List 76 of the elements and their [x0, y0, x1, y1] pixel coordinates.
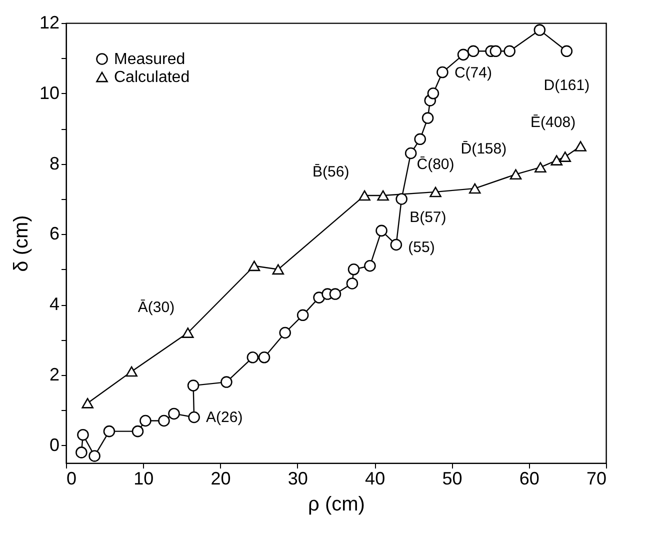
annotation: C(74): [454, 64, 492, 82]
point: [504, 45, 516, 58]
point: [358, 190, 370, 201]
x-tick-label: 10: [134, 468, 154, 488]
point: [574, 141, 586, 152]
point: [376, 224, 388, 237]
point: [560, 45, 573, 58]
annotation: Ā(30): [138, 298, 175, 316]
point: [430, 186, 442, 198]
x-tick-label: 0: [66, 468, 77, 488]
point: [246, 352, 259, 364]
x-tick-label: 70: [586, 468, 606, 488]
point: [182, 328, 194, 338]
y-tick-label: 0: [49, 434, 60, 455]
annotation: B(57): [410, 209, 446, 226]
point: [550, 155, 563, 166]
x-axis-title: ρ (cm): [308, 494, 365, 516]
point: [272, 264, 284, 275]
x-tick-label: 20: [210, 468, 231, 488]
point: [396, 193, 408, 205]
point: [377, 190, 389, 201]
point: [103, 425, 116, 438]
point: [534, 162, 546, 173]
y-tick-label: 8: [49, 153, 60, 174]
y-axis-title: δ (cm): [10, 215, 32, 272]
point: [88, 450, 100, 462]
annotation: (55): [408, 238, 435, 256]
point: [258, 352, 270, 364]
annotation: B̄(56): [312, 163, 350, 180]
point: [220, 376, 232, 388]
point: [364, 260, 376, 272]
point: [132, 425, 144, 438]
y-tick-label: 12: [39, 12, 60, 32]
y-tick-label: 4: [49, 294, 60, 314]
point: [140, 414, 152, 427]
legend-label: Calculated: [114, 69, 190, 86]
x-tick-label: 40: [365, 468, 386, 488]
point: [390, 238, 402, 251]
point: [346, 278, 358, 290]
legend-label: Measured: [114, 51, 186, 68]
annotation: D(161): [544, 77, 590, 94]
point: [126, 366, 138, 377]
point: [468, 183, 481, 194]
point: [559, 152, 572, 162]
x-tick-label: 60: [519, 468, 540, 488]
x-tick-label: 30: [288, 468, 308, 488]
point: [279, 326, 291, 339]
point: [158, 414, 170, 427]
annotation: Ē(408): [530, 114, 576, 132]
y-tick-label: 2: [49, 364, 60, 384]
annotation: A(26): [206, 409, 243, 426]
point: [414, 133, 426, 146]
point: [436, 66, 448, 78]
point: [422, 112, 434, 124]
point: [168, 408, 180, 420]
y-tick-label: 10: [39, 82, 60, 103]
point: [348, 264, 360, 276]
point: [188, 411, 200, 424]
annotation: D̄(158): [460, 140, 507, 158]
point: [467, 45, 480, 58]
point: [404, 147, 417, 160]
point: [82, 398, 94, 408]
point: [427, 88, 440, 100]
x-tick-label: 50: [442, 468, 462, 488]
point: [510, 169, 522, 180]
point: [187, 380, 200, 392]
point: [329, 288, 342, 300]
point: [77, 428, 89, 441]
point: [296, 309, 309, 322]
point: [248, 260, 260, 272]
point: [457, 48, 470, 61]
point: [76, 446, 88, 458]
annotation: C̄(80): [416, 156, 454, 173]
point: [490, 45, 502, 58]
y-tick-label: 6: [49, 224, 60, 244]
point: [534, 24, 546, 36]
